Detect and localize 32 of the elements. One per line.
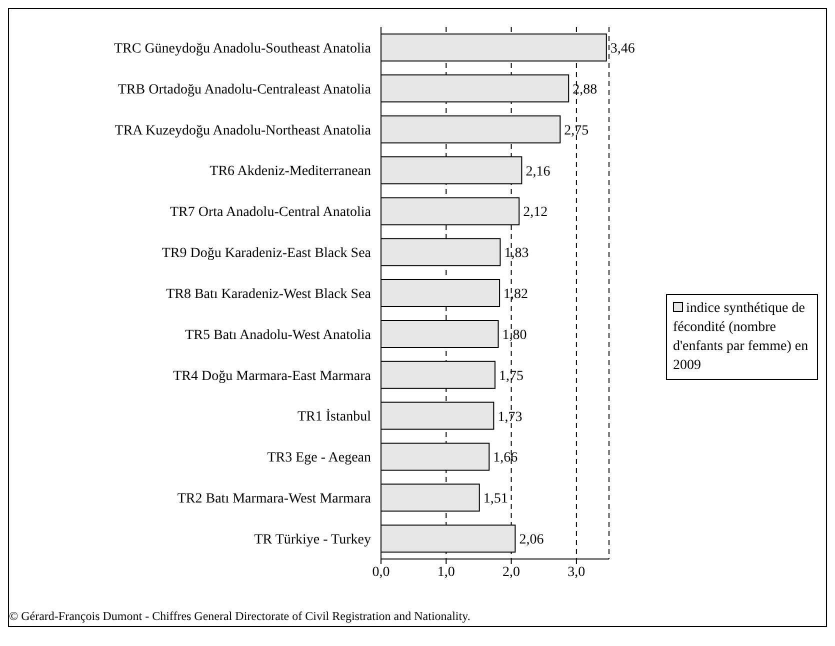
data-label: 1,51 xyxy=(483,492,508,507)
y-tick-label: TRC Güneydoğu Anadolu-Southeast Anatolia xyxy=(114,41,372,56)
x-tick-label: 0,0 xyxy=(372,564,390,580)
y-tick-label: TR7 Orta Anadolu-Central Anatolia xyxy=(170,205,372,220)
x-tick-label: 3,0 xyxy=(568,564,586,580)
y-tick-label: TR5 Batı Anadolu-West Anatolia xyxy=(185,328,372,343)
data-label: 1,82 xyxy=(504,287,528,302)
text: © Gérard-François Dumont - Chiffres General Directorate of Civil Registration and Nationality. xyxy=(9,609,472,625)
data-label: 2,12 xyxy=(523,205,548,220)
y-tick-label: TR8 Batı Karadeniz-West Black Sea xyxy=(166,286,372,302)
data-label: 1,83 xyxy=(504,246,529,262)
data-label: 1,66 xyxy=(493,450,518,466)
y-tick-label: TR2 Batı Marmara-West Marmara xyxy=(177,492,372,507)
y-tick-label: TR4 Doğu Marmara-East Marmara xyxy=(173,368,372,384)
data-label: 1,73 xyxy=(498,410,522,425)
data-label: 1,75 xyxy=(499,368,524,384)
x-tick-label: 1,0 xyxy=(437,564,455,580)
y-tick-label: TR6 Akdeniz-Mediterranean xyxy=(210,164,371,180)
y-tick-label: TRB Ortadoğu Anadolu-Centraleast Anatolia xyxy=(118,82,372,98)
data-label: 2,88 xyxy=(572,82,598,98)
data-label: 2,75 xyxy=(564,123,589,138)
data-label: 2,16 xyxy=(526,164,550,180)
legend-label: indice synthétique de fécondité (nombre d'enfants par femme) en 2009 xyxy=(673,300,810,375)
x-tick-label: 2,0 xyxy=(502,564,520,580)
y-tick-label: TR3 Ege - Aegean xyxy=(267,450,371,466)
data-label: 3,46 xyxy=(610,42,635,56)
y-tick-label: TR1 İstanbul xyxy=(298,408,372,425)
y-tick-label: TR Türkiye - Turkey xyxy=(254,532,371,548)
y-tick-label: TRA Kuzeydoğu Anadolu-Northeast Anatolia xyxy=(114,123,372,138)
data-label: 1,80 xyxy=(502,328,527,343)
y-tick-label: TR9 Doğu Karadeniz-East Black Sea xyxy=(162,246,372,262)
data-label: 2,06 xyxy=(519,532,544,548)
